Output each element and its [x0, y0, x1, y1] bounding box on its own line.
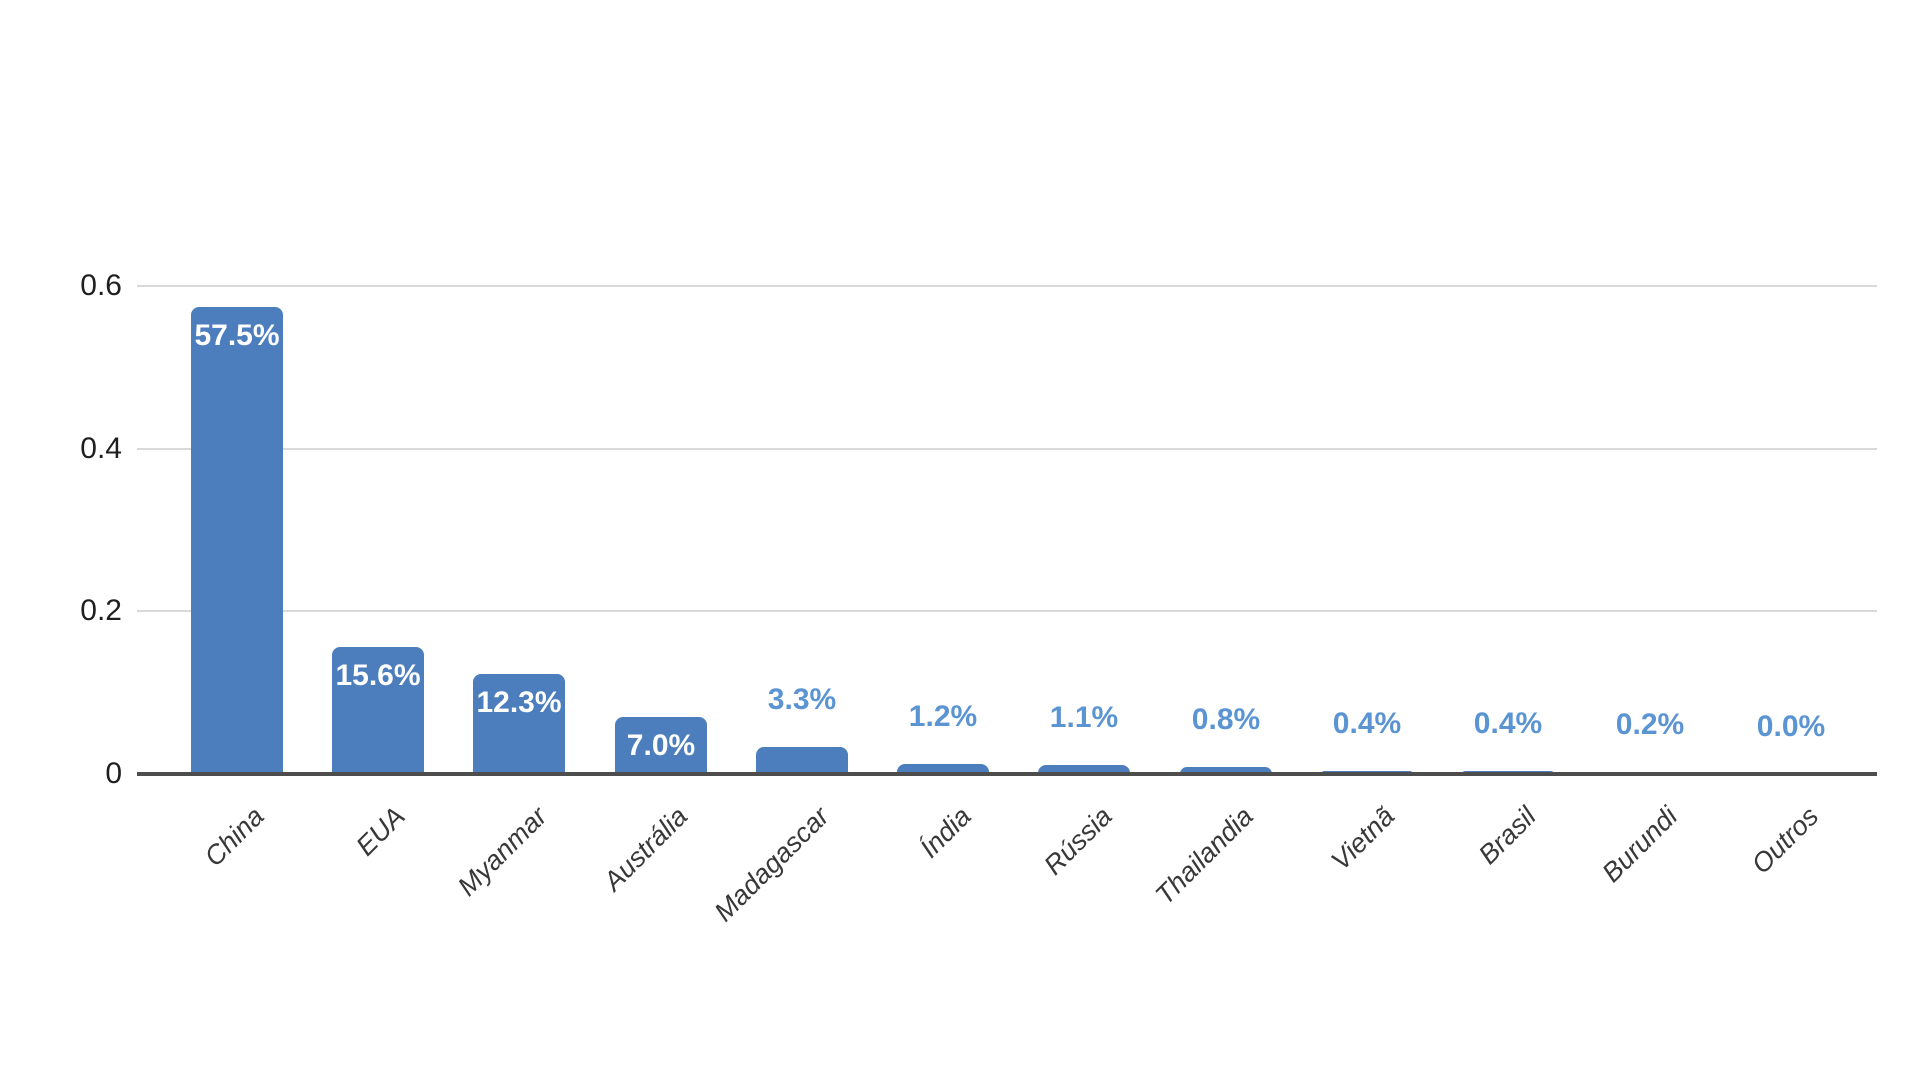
- x-axis-category-label: Vietnã: [1325, 801, 1401, 877]
- value-label: 0.4%: [1332, 707, 1402, 740]
- x-axis-category-label: Thailandia: [1149, 801, 1259, 911]
- bar-myanmar: [473, 674, 565, 774]
- bar-australia: [615, 717, 707, 774]
- bar-madagascar: [756, 747, 848, 774]
- bar-thailandia: [1180, 767, 1272, 774]
- value-label: 1.1%: [1049, 701, 1119, 734]
- x-axis-category-label: Índia: [913, 801, 977, 864]
- x-axis-category-label: China: [198, 801, 270, 873]
- y-gridline: [137, 285, 1877, 287]
- value-label: 57.5%: [194, 319, 280, 352]
- value-label: 0.2%: [1615, 708, 1685, 741]
- value-label: 1.2%: [908, 700, 978, 733]
- x-axis-category-label: Rússia: [1038, 801, 1118, 881]
- x-axis-category-label: Brasil: [1472, 801, 1542, 870]
- x-axis-category-label: Burundi: [1595, 801, 1683, 889]
- bar-india: [897, 764, 989, 774]
- value-label: 0.8%: [1191, 703, 1261, 736]
- y-gridline: [137, 448, 1877, 450]
- value-label: 0.0%: [1756, 710, 1826, 743]
- y-axis-tick-label: 0.2: [80, 594, 122, 627]
- value-label: 3.3%: [767, 683, 837, 716]
- x-axis-category-label: Myanmar: [451, 801, 553, 902]
- bar-china: [191, 307, 283, 774]
- x-axis-line: [137, 772, 1877, 776]
- x-axis-category-label: Austrália: [598, 801, 694, 897]
- bar-russia: [1038, 765, 1130, 774]
- x-axis-category-label: EUA: [350, 801, 412, 862]
- y-axis-tick-label: 0.6: [80, 269, 122, 302]
- y-axis-tick-label: 0.4: [80, 432, 122, 465]
- value-label: 12.3%: [476, 686, 562, 719]
- bar-eua: [332, 647, 424, 774]
- y-gridline: [137, 610, 1877, 612]
- value-label: 0.4%: [1473, 707, 1543, 740]
- value-label: 15.6%: [335, 659, 421, 692]
- value-label: 7.0%: [626, 729, 696, 762]
- x-axis-category-label: Madagascar: [708, 801, 836, 928]
- x-axis-category-label: Outros: [1745, 801, 1825, 880]
- y-axis-tick-label: 0: [105, 757, 122, 790]
